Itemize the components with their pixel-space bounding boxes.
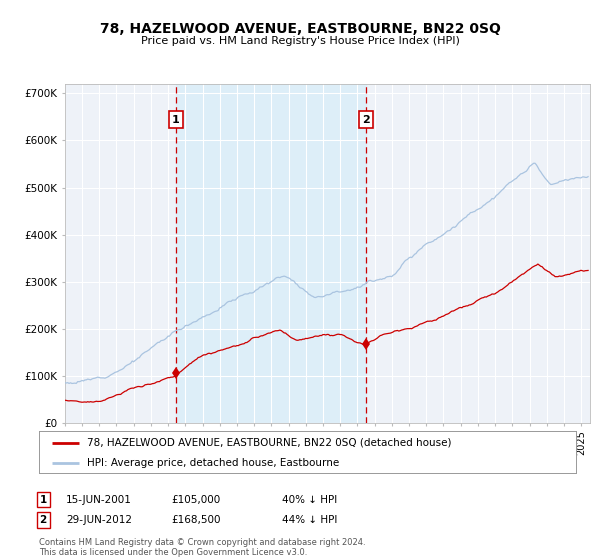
Text: HPI: Average price, detached house, Eastbourne: HPI: Average price, detached house, East… bbox=[88, 458, 340, 468]
Text: £105,000: £105,000 bbox=[171, 494, 220, 505]
Text: 1: 1 bbox=[40, 494, 47, 505]
Text: 1: 1 bbox=[172, 115, 179, 124]
Text: 2: 2 bbox=[362, 115, 370, 124]
Text: Price paid vs. HM Land Registry's House Price Index (HPI): Price paid vs. HM Land Registry's House … bbox=[140, 36, 460, 46]
Text: 40% ↓ HPI: 40% ↓ HPI bbox=[282, 494, 337, 505]
Bar bbox=[176, 84, 366, 423]
Text: 78, HAZELWOOD AVENUE, EASTBOURNE, BN22 0SQ (detached house): 78, HAZELWOOD AVENUE, EASTBOURNE, BN22 0… bbox=[88, 438, 452, 448]
Text: 44% ↓ HPI: 44% ↓ HPI bbox=[282, 515, 337, 525]
Text: £168,500: £168,500 bbox=[171, 515, 221, 525]
Text: 2: 2 bbox=[40, 515, 47, 525]
Text: 29-JUN-2012: 29-JUN-2012 bbox=[66, 515, 132, 525]
Text: 78, HAZELWOOD AVENUE, EASTBOURNE, BN22 0SQ: 78, HAZELWOOD AVENUE, EASTBOURNE, BN22 0… bbox=[100, 22, 500, 36]
Text: 15-JUN-2001: 15-JUN-2001 bbox=[66, 494, 132, 505]
Text: Contains HM Land Registry data © Crown copyright and database right 2024.
This d: Contains HM Land Registry data © Crown c… bbox=[39, 538, 365, 557]
